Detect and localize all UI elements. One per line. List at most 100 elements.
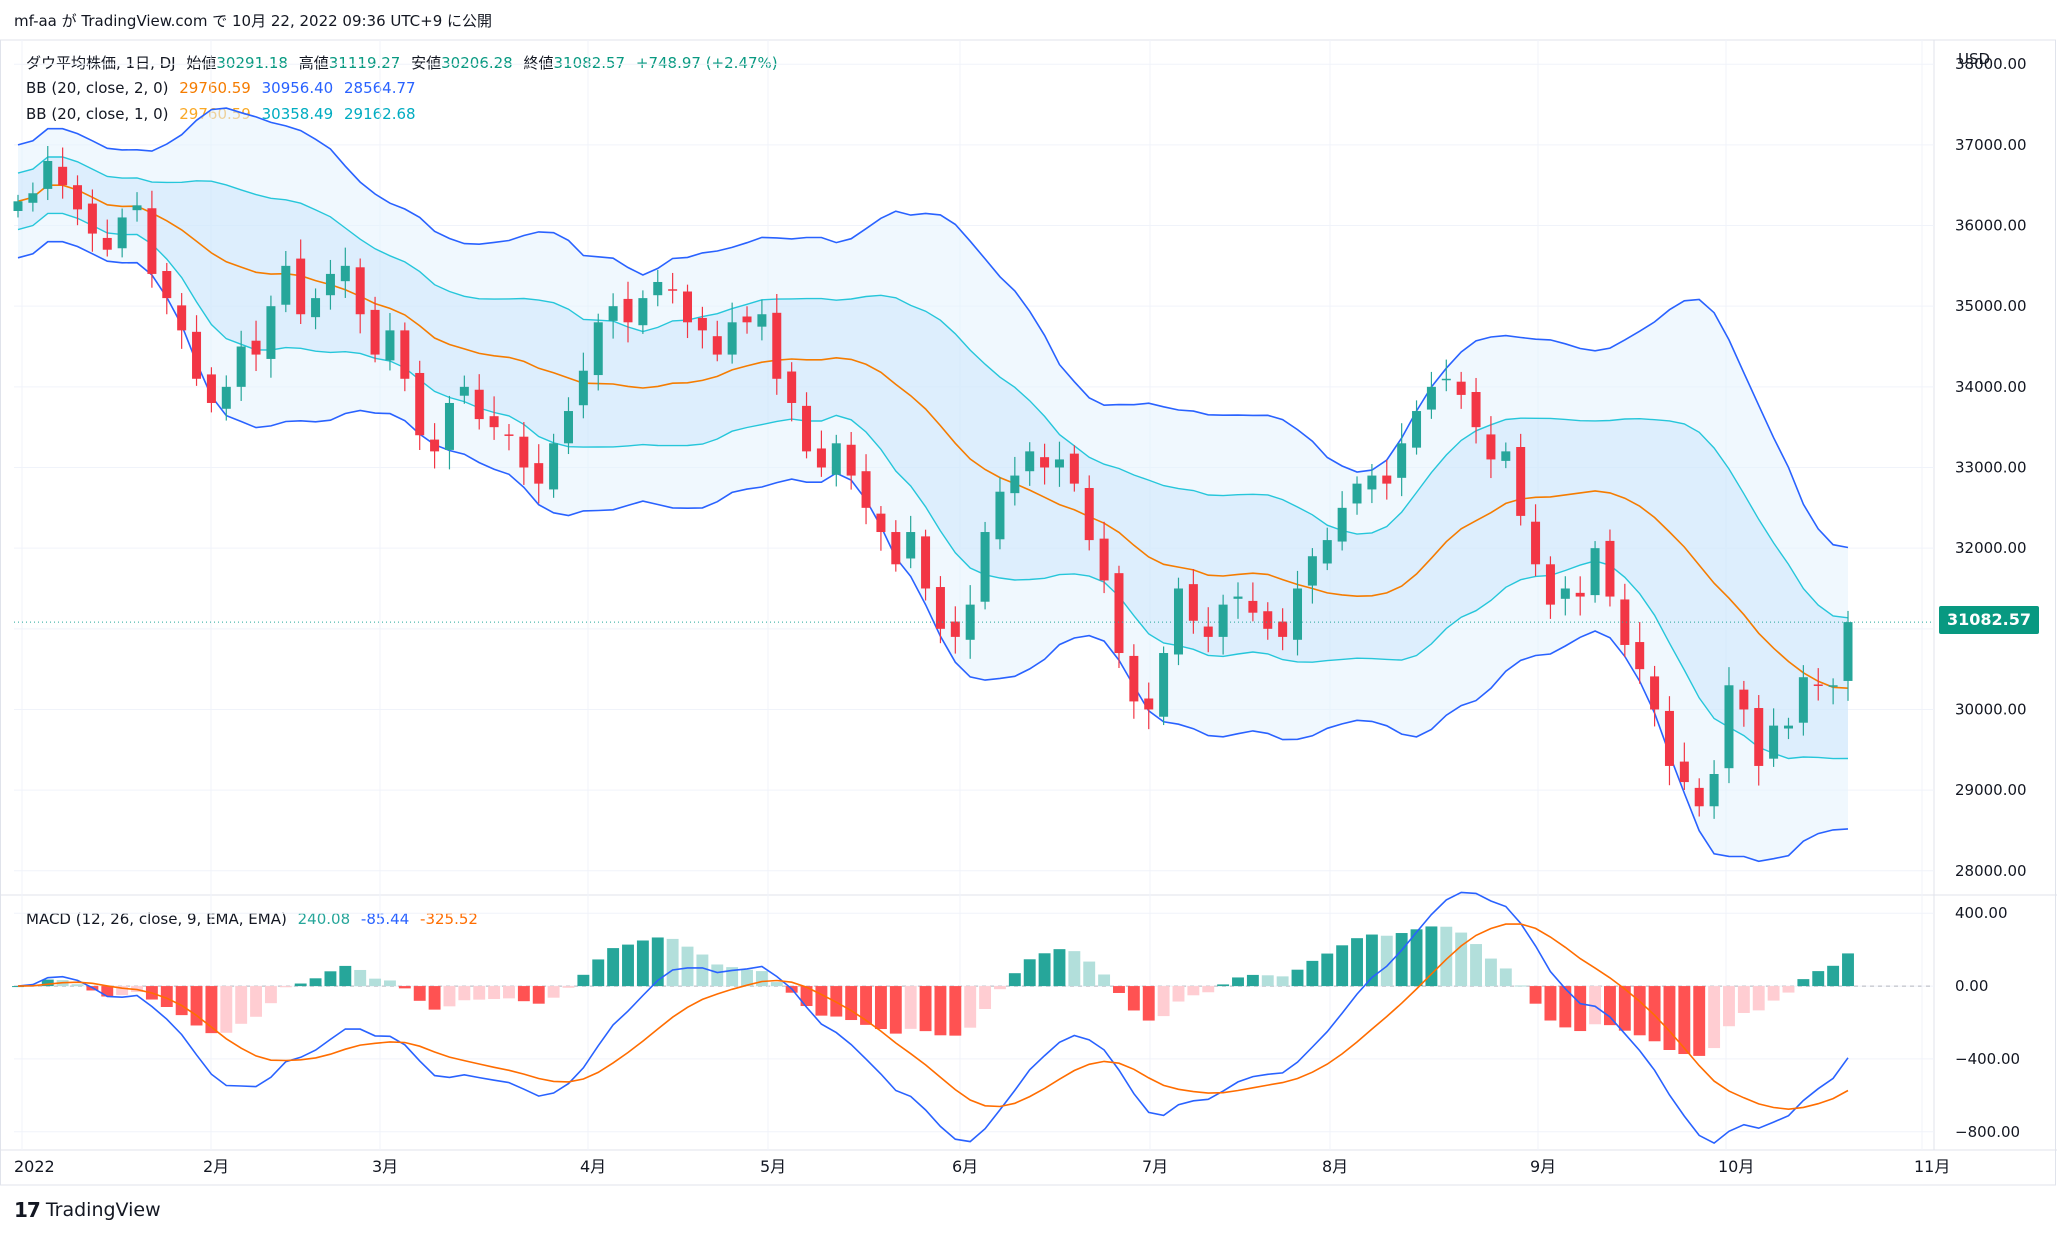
macd-histogram-bar (1737, 986, 1750, 1013)
macd-histogram-bar (547, 986, 560, 998)
macd-histogram-bar (711, 964, 724, 987)
candle-body (668, 289, 678, 291)
macd-histogram-bar (1291, 969, 1304, 987)
change-value: +748.97 (+2.47%) (635, 54, 778, 72)
candle-body (1501, 451, 1511, 461)
macd-histogram-bar (1544, 986, 1557, 1021)
candle-body (1531, 521, 1541, 565)
macd-histogram-bar (636, 940, 649, 987)
macd-histogram-bar (413, 986, 426, 1001)
candle-body (177, 305, 187, 331)
macd-histogram-bar (815, 986, 828, 1016)
candle-body (206, 374, 216, 403)
macd-histogram-bar (1336, 945, 1349, 987)
candle-body (1307, 556, 1317, 586)
macd-histogram-bar (1306, 960, 1319, 987)
macd-histogram-bar (1618, 986, 1631, 1031)
candle-body (459, 386, 469, 396)
candle-body (549, 443, 559, 490)
price-tick-label: 28000.00 (1955, 862, 2027, 880)
macd-histogram-bar (1723, 986, 1735, 1027)
macd-histogram-bar (592, 959, 605, 987)
macd-histogram-bar (220, 986, 233, 1033)
candle-body (221, 386, 231, 409)
candle-body (921, 536, 931, 589)
macd-histogram-bar (428, 986, 441, 1010)
candle-body (1590, 548, 1600, 596)
macd-histogram-bar (1589, 986, 1602, 1025)
macd-histogram-bar (503, 986, 515, 999)
candle-body (444, 402, 454, 450)
macd-histogram-bar (889, 986, 902, 1034)
candle-body (1456, 381, 1466, 395)
macd-histogram-bar (264, 986, 277, 1004)
low-label: 安値 (411, 54, 442, 72)
macd-histogram-bar (562, 986, 575, 988)
time-tick-label: 8月 (1322, 1157, 1348, 1176)
symbol-name[interactable]: ダウ平均株価, 1日, DJ (26, 54, 176, 72)
bb-2sd-legend[interactable]: BB (20, close, 2, 0) 29760.59 30956.40 2… (26, 79, 422, 97)
macd-histogram-bar (1098, 974, 1111, 987)
macd-histogram-bar (1693, 986, 1706, 1056)
publish-info: mf-aa が TradingView.com で 10月 22, 2022 0… (14, 12, 493, 30)
tradingview-footer[interactable]: 17 TradingView (14, 1198, 161, 1222)
macd-histogram-bar (1380, 935, 1393, 987)
candle-body (1724, 685, 1734, 769)
candle-body (296, 258, 306, 315)
candle-body (1798, 677, 1808, 723)
candle-body (608, 306, 618, 321)
candle-body (43, 160, 53, 189)
candle-body (236, 346, 246, 387)
price-tick-label: 35000.00 (1955, 297, 2027, 315)
candle-body (1114, 573, 1124, 654)
macd-histogram-bar (979, 986, 992, 1010)
macd-histogram-bar (1142, 986, 1155, 1021)
candle-body (1293, 588, 1303, 640)
macd-histogram-bar (1157, 986, 1170, 1017)
price-tick-label: 38000.00 (1955, 55, 2027, 73)
candle-body (325, 273, 335, 296)
macd-histogram-bar (1246, 974, 1259, 987)
candle-body (1069, 453, 1079, 484)
macd-histogram-bar (1365, 934, 1378, 987)
macd-histogram-bar (1008, 973, 1021, 987)
macd-histogram-bar (116, 986, 129, 996)
high-label: 高値 (298, 54, 329, 72)
candle-body (1650, 676, 1660, 710)
macd-legend[interactable]: MACD (12, 26, close, 9, EMA, EMA) 240.08… (26, 910, 484, 928)
macd-histogram-bar (860, 986, 872, 1025)
price-tick-label: 33000.00 (1955, 459, 2027, 477)
macd-histogram-bar (1113, 986, 1125, 993)
time-tick-label: 2月 (203, 1157, 229, 1176)
macd-histogram-bar (1232, 977, 1244, 987)
candle-body (638, 298, 648, 326)
macd-tick-label: −400.00 (1955, 1050, 2020, 1068)
time-tick-label: 4月 (580, 1157, 606, 1176)
candle-body (1769, 725, 1779, 759)
macd-histogram-bar (577, 974, 590, 987)
candle-body (1843, 622, 1853, 681)
macd-histogram-bar (622, 944, 634, 987)
macd-histogram-bar (651, 937, 664, 987)
last-price-tag: 31082.57 (1939, 606, 2039, 634)
macd-histogram-bar (1023, 959, 1036, 987)
candle-body (742, 316, 752, 323)
macd-histogram-bar (800, 986, 813, 1007)
candle-body (1010, 475, 1020, 494)
candle-body (1664, 710, 1674, 766)
macd-histogram-bar (681, 946, 694, 987)
candle-body (192, 331, 202, 379)
macd-histogram-bar (473, 986, 486, 1000)
candle-body (281, 265, 291, 305)
candle-body (1471, 392, 1481, 428)
candle-body (1441, 378, 1451, 381)
macd-histogram-bar (934, 986, 947, 1036)
macd-histogram-bar (1068, 951, 1081, 987)
macd-histogram-bar (1514, 985, 1527, 987)
candle-body (340, 265, 350, 282)
macd-histogram-bar (1053, 949, 1066, 987)
macd-histogram-bar (1127, 986, 1140, 1011)
candle-body (802, 405, 812, 452)
candle-body (1709, 774, 1719, 807)
